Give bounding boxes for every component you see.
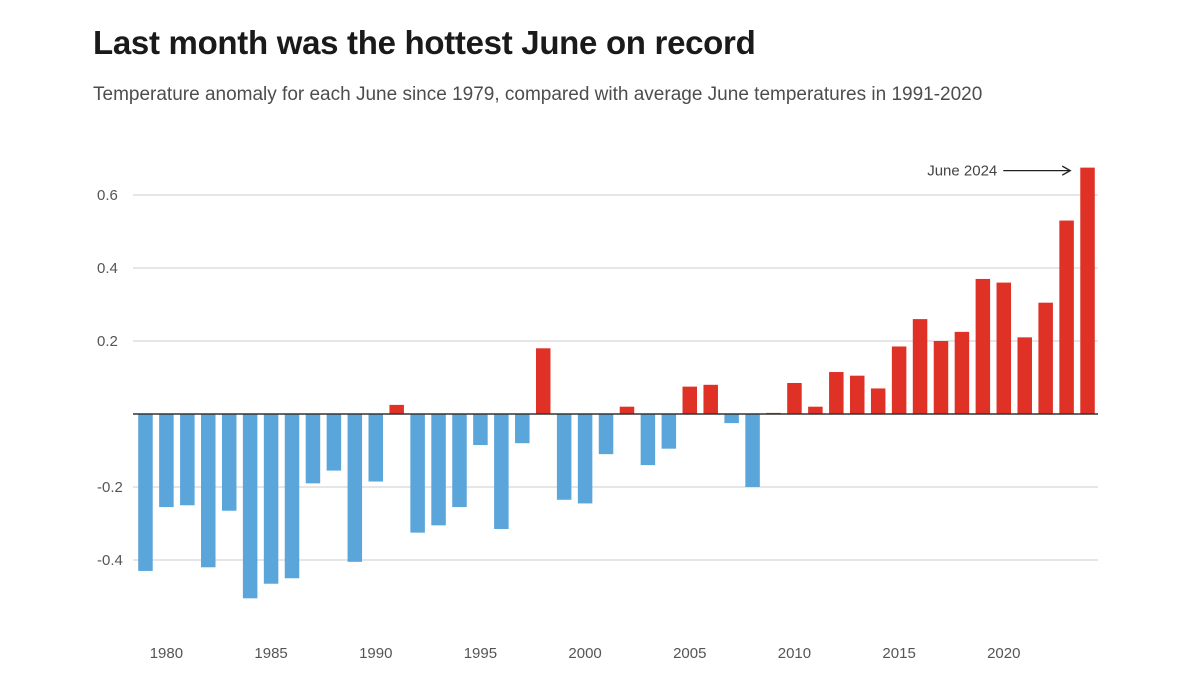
bar-2000 [577,414,593,504]
bar-1998 [535,348,551,414]
bar-2018 [954,331,970,415]
bar-2008 [745,414,760,487]
bar-1994 [452,414,467,508]
bar-1985 [263,414,279,584]
bar-1999 [556,414,572,500]
bar-1981 [180,414,195,506]
bar-2021 [1017,337,1032,414]
annotation-label: June 2024 [927,163,997,180]
bar-1980 [159,414,174,508]
bar-1987 [305,414,321,484]
bar-2005 [682,386,698,415]
x-tick-label: 2000 [568,645,601,662]
bar-2004 [661,414,677,449]
x-tick-label: 1980 [150,645,183,662]
x-tick-label: 1990 [359,645,392,662]
x-axis-ticks: 1980 1985 1990 1995 2000 2005 2010 2015 2020 [150,645,1021,662]
bar-2024 [1080,167,1095,414]
bar-2006 [703,384,718,414]
bar-1995 [473,414,488,446]
bar-1996 [494,414,509,529]
y-axis-ticks: 0.6 0.4 0.2 -0.2 -0.4 [97,187,123,569]
bar-2014 [870,388,886,414]
bar-2022 [1038,302,1053,415]
bar-2007 [724,414,739,424]
bar-2010 [787,382,802,415]
chart-title: Last month was the hottest June on recor… [93,24,756,61]
bar-1988 [326,414,342,471]
x-tick-label: 2005 [673,645,706,662]
y-tick-label: 0.6 [97,187,118,204]
bar-1992 [410,414,425,533]
bar-2013 [850,375,865,414]
bar-2002 [619,406,635,414]
bar-2020 [996,282,1012,414]
y-tick-label: 0.4 [97,260,118,277]
bar-2003 [640,414,656,466]
bar-1986 [284,414,300,579]
x-tick-label: 2010 [778,645,811,662]
x-tick-label: 2015 [882,645,915,662]
bar-1990 [368,414,383,482]
bar-2017 [933,341,949,414]
bar-2015 [891,346,907,415]
bar-1984 [242,414,258,599]
bar-2011 [808,406,823,414]
bar-2023 [1059,220,1074,414]
bar-1989 [347,414,363,562]
chart-subtitle: Temperature anomaly for each June since … [93,84,983,105]
x-tick-label: 2020 [987,645,1020,662]
annotation: June 2024 [927,163,1072,180]
bar-1997 [515,414,530,444]
bar-1991 [389,404,404,415]
bar-1982 [201,414,216,568]
bar-2019 [975,278,991,414]
y-tick-label: -0.2 [97,479,123,496]
y-tick-label: -0.4 [97,552,123,569]
x-tick-label: 1995 [464,645,497,662]
bar-1983 [221,414,237,511]
annotation-arrowhead-icon [1061,165,1072,176]
bar-1979 [138,414,153,571]
bar-2001 [598,414,614,455]
bar-1993 [431,414,446,526]
bar-2016 [912,319,928,414]
bar-2012 [829,372,844,414]
y-tick-label: 0.2 [97,333,118,350]
x-tick-label: 1985 [254,645,287,662]
bars [138,167,1095,599]
